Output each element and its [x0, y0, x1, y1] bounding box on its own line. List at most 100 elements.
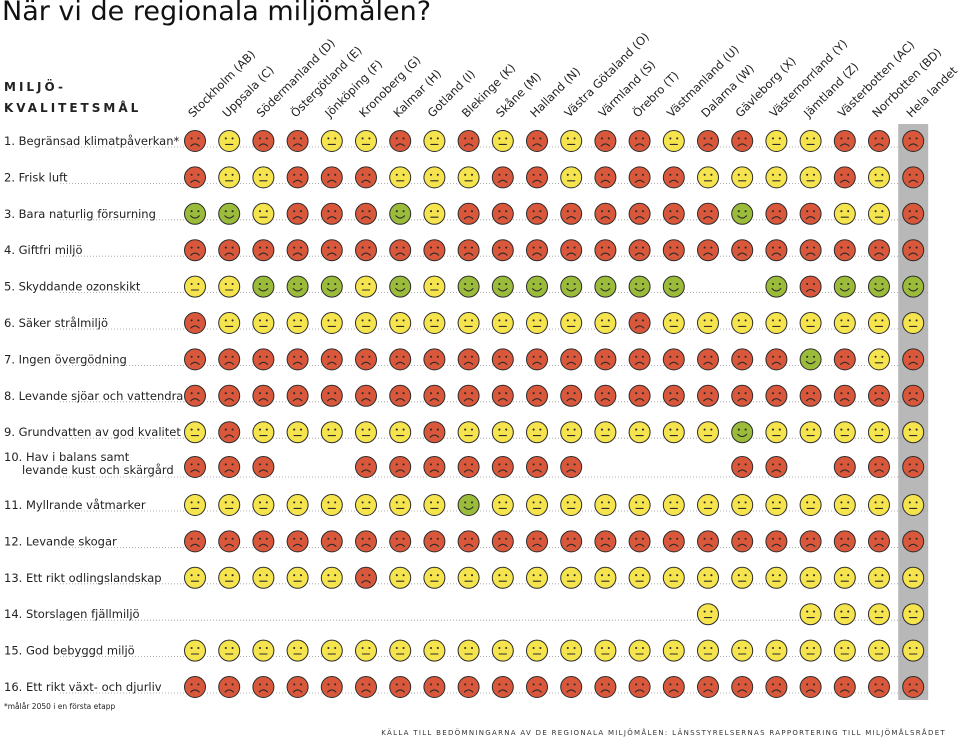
yellow-neutral-face-icon	[593, 638, 618, 663]
yellow-neutral-face-icon	[183, 493, 207, 517]
red-frown-face-icon	[559, 238, 583, 262]
red-frown-face-icon	[867, 384, 891, 408]
red-frown-face-icon	[320, 238, 344, 262]
yellow-neutral-face-icon	[251, 165, 276, 190]
yellow-neutral-face-icon	[217, 493, 241, 517]
yellow-neutral-face-icon	[559, 129, 583, 153]
red-frown-face-icon	[354, 384, 378, 408]
yellow-neutral-face-icon	[730, 311, 754, 335]
red-frown-face-icon	[422, 420, 447, 444]
red-frown-face-icon	[764, 384, 789, 408]
red-frown-face-icon	[901, 455, 925, 479]
red-frown-face-icon	[388, 129, 412, 153]
red-frown-face-icon	[525, 165, 549, 190]
goal-label: 15. God bebyggd miljö	[4, 644, 135, 658]
red-frown-face-icon	[696, 384, 720, 408]
yellow-neutral-face-icon	[217, 638, 241, 663]
yellow-neutral-face-icon	[730, 165, 754, 190]
yellow-neutral-face-icon	[388, 566, 412, 590]
red-frown-face-icon	[422, 347, 447, 372]
yellow-neutral-face-icon	[456, 566, 481, 590]
yellow-neutral-face-icon	[627, 420, 652, 444]
red-frown-face-icon	[422, 238, 447, 262]
red-frown-face-icon	[867, 675, 891, 699]
red-frown-face-icon	[285, 529, 310, 554]
red-frown-face-icon	[901, 529, 925, 554]
red-frown-face-icon	[388, 384, 412, 408]
goal-label: 2. Frisk luft	[4, 170, 68, 184]
green-smile-face-icon	[662, 274, 686, 299]
page-title: När vi de regionala miljömålen?	[2, 0, 432, 27]
yellow-neutral-face-icon	[901, 602, 925, 626]
red-frown-face-icon	[320, 529, 344, 554]
yellow-neutral-face-icon	[593, 493, 618, 517]
yellow-neutral-face-icon	[764, 566, 789, 590]
yellow-neutral-face-icon	[525, 638, 549, 663]
red-frown-face-icon	[183, 165, 207, 190]
yellow-neutral-face-icon	[183, 274, 207, 299]
yellow-neutral-face-icon	[764, 129, 789, 153]
goal-label: 8. Levande sjöar och vattendrag	[4, 389, 191, 403]
red-frown-face-icon	[867, 238, 891, 262]
red-frown-face-icon	[833, 384, 857, 408]
green-smile-face-icon	[730, 202, 754, 226]
yellow-neutral-face-icon	[285, 638, 310, 663]
green-smile-face-icon	[320, 274, 344, 299]
yellow-neutral-face-icon	[559, 311, 583, 335]
yellow-neutral-face-icon	[764, 165, 789, 190]
yellow-neutral-face-icon	[833, 311, 857, 335]
red-frown-face-icon	[833, 238, 857, 262]
yellow-neutral-face-icon	[662, 638, 686, 663]
green-smile-face-icon	[833, 274, 857, 299]
goal-label: 11. Myllrande våtmarker	[4, 498, 146, 512]
red-frown-face-icon	[730, 455, 754, 479]
yellow-neutral-face-icon	[798, 165, 823, 190]
red-frown-face-icon	[183, 238, 207, 262]
red-frown-face-icon	[627, 238, 652, 262]
red-frown-face-icon	[627, 675, 652, 699]
green-smile-face-icon	[525, 274, 549, 299]
red-frown-face-icon	[491, 347, 515, 372]
red-frown-face-icon	[320, 384, 344, 408]
red-frown-face-icon	[833, 347, 857, 372]
red-frown-face-icon	[696, 129, 720, 153]
red-frown-face-icon	[354, 202, 378, 226]
red-frown-face-icon	[491, 238, 515, 262]
yellow-neutral-face-icon	[798, 566, 823, 590]
green-smile-face-icon	[901, 274, 925, 299]
red-frown-face-icon	[388, 347, 412, 372]
red-frown-face-icon	[593, 202, 618, 226]
yellow-neutral-face-icon	[662, 311, 686, 335]
yellow-neutral-face-icon	[217, 311, 241, 335]
yellow-neutral-face-icon	[901, 311, 925, 335]
yellow-neutral-face-icon	[901, 566, 925, 590]
red-frown-face-icon	[730, 129, 754, 153]
red-frown-face-icon	[559, 384, 583, 408]
red-frown-face-icon	[525, 384, 549, 408]
yellow-neutral-face-icon	[798, 129, 823, 153]
goal-label: 5. Skyddande ozonskikt	[4, 280, 141, 294]
red-frown-face-icon	[559, 347, 583, 372]
green-smile-face-icon	[593, 274, 618, 299]
goal-label: 9. Grundvatten av god kvalitet	[4, 425, 181, 439]
red-frown-face-icon	[798, 202, 823, 226]
red-frown-face-icon	[491, 455, 515, 479]
red-frown-face-icon	[354, 529, 378, 554]
yellow-neutral-face-icon	[867, 202, 891, 226]
section-label-line2: KVALITETSMÅL	[4, 101, 142, 115]
green-smile-face-icon	[217, 202, 241, 226]
yellow-neutral-face-icon	[388, 493, 412, 517]
red-frown-face-icon	[662, 347, 686, 372]
yellow-neutral-face-icon	[285, 420, 310, 444]
red-frown-face-icon	[627, 384, 652, 408]
red-frown-face-icon	[833, 129, 857, 153]
yellow-neutral-face-icon	[696, 420, 720, 444]
red-frown-face-icon	[559, 202, 583, 226]
yellow-neutral-face-icon	[833, 602, 857, 626]
yellow-neutral-face-icon	[662, 129, 686, 153]
red-frown-face-icon	[525, 202, 549, 226]
green-smile-face-icon	[867, 274, 891, 299]
red-frown-face-icon	[422, 675, 447, 699]
red-frown-face-icon	[764, 347, 789, 372]
red-frown-face-icon	[456, 455, 481, 479]
